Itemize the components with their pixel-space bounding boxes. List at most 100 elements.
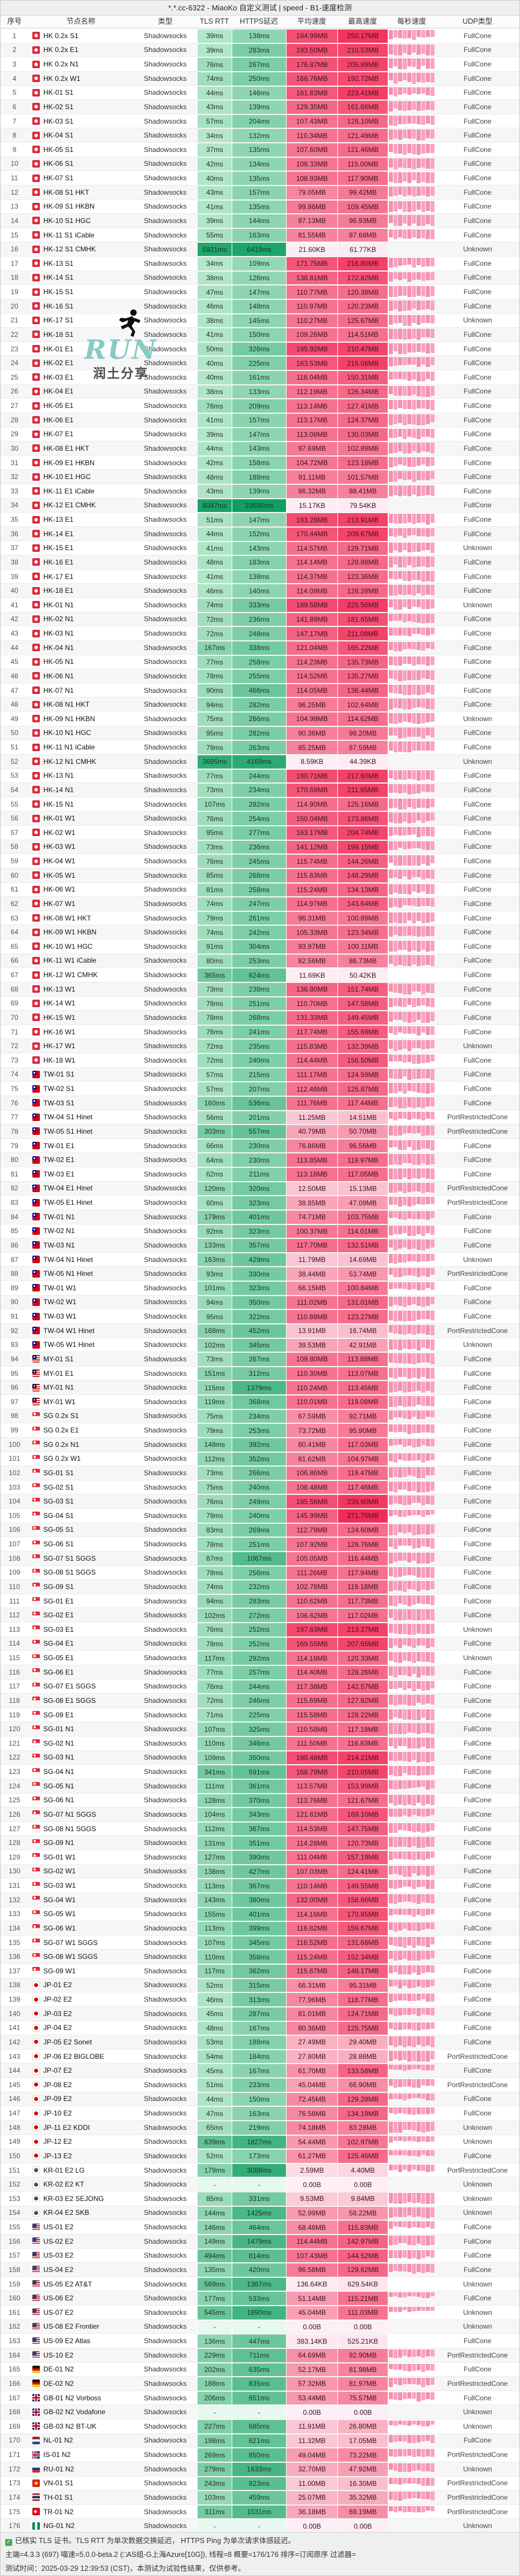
- tls-rtt-cell: 83ms: [197, 1523, 232, 1537]
- node-name: HK 0.2x E1: [43, 46, 79, 54]
- row-index: 84: [10, 1212, 18, 1221]
- node-name-cell: SG-05 W1: [28, 1907, 133, 1921]
- per-second-speed-sparkline: [388, 2334, 436, 2348]
- https-latency-cell: 234ms: [232, 783, 286, 797]
- node-name-cell: HK-01 N1: [28, 598, 133, 612]
- https-latency-cell: -: [232, 2177, 286, 2191]
- avg-speed-cell: 106.62MB: [286, 1608, 337, 1622]
- max-speed-cell: 132.39MB: [337, 1039, 388, 1053]
- per-second-speed-sparkline: [388, 356, 436, 370]
- node-name-cell: JP-06 E2 BIGLOBE: [28, 2050, 133, 2063]
- per-second-speed-sparkline: [388, 1153, 436, 1167]
- udp-type: FullCone: [463, 202, 492, 211]
- udp-type: FullCone: [463, 771, 492, 780]
- max-speed-cell: 86.73MB: [337, 953, 388, 968]
- per-second-speed-sparkline: [388, 285, 436, 299]
- https-latency-cell: 211ms: [232, 1167, 286, 1181]
- max-speed-cell: 123.27MB: [337, 1309, 388, 1323]
- node-name-cell: SG-09 N1: [28, 1836, 133, 1850]
- row-index: 60: [10, 871, 18, 879]
- udp-type: FullCone: [463, 1027, 492, 1036]
- node-type: Shadowsocks: [143, 1768, 187, 1776]
- node-name-cell: HK-10 E1 HGC: [28, 470, 133, 484]
- max-speed-cell: 121.67MB: [337, 1793, 388, 1807]
- row-index: 139: [8, 1995, 21, 2004]
- hk-flag-icon: [32, 715, 40, 723]
- table-row: 12 HK-08 S1 HKT Shadowsocks 43ms 157ms 79.05M…: [1, 184, 519, 199]
- https-latency-cell: 235ms: [232, 1039, 286, 1053]
- node-name-cell: GB-02 N2 Vodafone: [28, 2405, 133, 2419]
- per-second-speed-sparkline: [388, 2007, 436, 2021]
- node-name-cell: HK-08 E1 HKT: [28, 441, 133, 455]
- node-type: Shadowsocks: [143, 899, 187, 908]
- sg-flag-icon: [32, 1782, 40, 1790]
- max-speed-cell: 134.19MB: [337, 2106, 388, 2120]
- https-latency-cell: 133ms: [232, 384, 286, 399]
- table-row: 57 HK-02 W1 Shadowsocks 95ms 277ms 163.17MB 20…: [1, 825, 519, 840]
- udp-type: FullCone: [463, 1540, 492, 1549]
- node-type: Shadowsocks: [143, 700, 187, 709]
- table-row: 30 HK-08 E1 HKT Shadowsocks 44ms 143ms 97.69M…: [1, 441, 519, 455]
- per-second-speed-sparkline: [388, 1167, 436, 1181]
- node-name: HK-10 N1 HGC: [43, 729, 91, 737]
- udp-type: Unknown: [463, 2464, 492, 2473]
- node-name: HK-02 N1: [43, 615, 74, 623]
- https-latency-cell: 242ms: [232, 925, 286, 939]
- node-name-cell: HK-11 W1 iCable: [28, 954, 133, 968]
- per-second-speed-sparkline: [388, 1182, 436, 1196]
- max-speed-cell: 81.98MB: [337, 2362, 388, 2377]
- node-name-cell: KR-03 E2 SEJONG: [28, 2192, 133, 2206]
- row-index: 127: [8, 1824, 21, 1833]
- https-latency-cell: 345ms: [232, 1338, 286, 1352]
- udp-type: FullCone: [463, 174, 492, 183]
- table-row: 66 HK-11 W1 iCable Shadowsocks 80ms 253ms 82.…: [1, 953, 519, 968]
- max-speed-cell: 28.88MB: [337, 2049, 388, 2063]
- avg-speed-cell: 112.19MB: [286, 384, 337, 399]
- node-name-cell: HK-17 E1: [28, 570, 133, 584]
- node-name: SG-09 W1: [43, 1966, 76, 1975]
- avg-speed-cell: 64.69MB: [286, 2348, 337, 2362]
- udp-type: FullCone: [463, 800, 492, 808]
- node-name: TW-02 S1: [43, 1085, 75, 1093]
- node-name-cell: HK-05 E1: [28, 399, 133, 413]
- node-name: HK-17 E1: [43, 572, 74, 581]
- tls-rtt-cell: 60ms: [197, 1196, 232, 1209]
- max-speed-cell: 0.00B: [337, 2405, 388, 2419]
- node-name: HK-14 S1: [43, 273, 74, 282]
- row-index: 47: [10, 686, 18, 695]
- node-type: Shadowsocks: [143, 1184, 187, 1193]
- node-name: HK-16 W1: [43, 1027, 76, 1036]
- row-index: 23: [10, 344, 18, 353]
- node-name: JP-04 E2: [43, 2024, 72, 2032]
- hk-flag-icon: [32, 245, 40, 253]
- node-name: JP-10 E2: [43, 2109, 72, 2118]
- tls-rtt-cell: 78ms: [197, 1565, 232, 1580]
- table-row: 70 HK-15 W1 Shadowsocks 78ms 268ms 131.33MB 14…: [1, 1010, 519, 1025]
- node-name-cell: HK-05 S1: [28, 143, 133, 157]
- max-speed-cell: 135.73MB: [337, 655, 388, 669]
- node-name-cell: SG-08 N1 SGGS: [28, 1822, 133, 1836]
- udp-type: PortRestrictedCone: [447, 2351, 508, 2359]
- per-second-speed-sparkline: [388, 1608, 436, 1622]
- avg-speed-cell: 74.18MB: [286, 2120, 337, 2135]
- table-row: 2 HK 0.2x E1 Shadowsocks 39ms 283ms 193.50MB 2…: [1, 42, 519, 57]
- udp-type: FullCone: [463, 1597, 492, 1605]
- table-row: 157 US-03 E2 Shadowsocks 494ms 814ms 107.43MB…: [1, 2248, 519, 2263]
- avg-speed-cell: 138.81MB: [286, 270, 337, 285]
- avg-speed-cell: 170.59MB: [286, 783, 337, 797]
- max-speed-cell: 118.77MB: [337, 1992, 388, 2006]
- table-row: 69 HK-14 W1 Shadowsocks 78ms 251ms 110.70MB 14…: [1, 996, 519, 1011]
- kr-flag-icon: [32, 2180, 40, 2188]
- node-type: Shadowsocks: [143, 2208, 187, 2217]
- per-second-speed-sparkline: [388, 86, 436, 100]
- node-type: Shadowsocks: [143, 1354, 187, 1363]
- max-speed-cell: 525.21KB: [337, 2334, 388, 2348]
- node-type: Shadowsocks: [143, 2237, 187, 2245]
- table-row: 60 HK-05 W1 Shadowsocks 85ms 268ms 115.83MB 14…: [1, 867, 519, 882]
- hk-flag-icon: [32, 487, 40, 495]
- node-name: TW-01 S1: [43, 1070, 75, 1079]
- node-type: Shadowsocks: [143, 88, 187, 97]
- jp-flag-icon: [32, 2052, 40, 2061]
- avg-speed-cell: 117.70MB: [286, 1238, 337, 1252]
- max-speed-cell: 113.88MB: [337, 1352, 388, 1366]
